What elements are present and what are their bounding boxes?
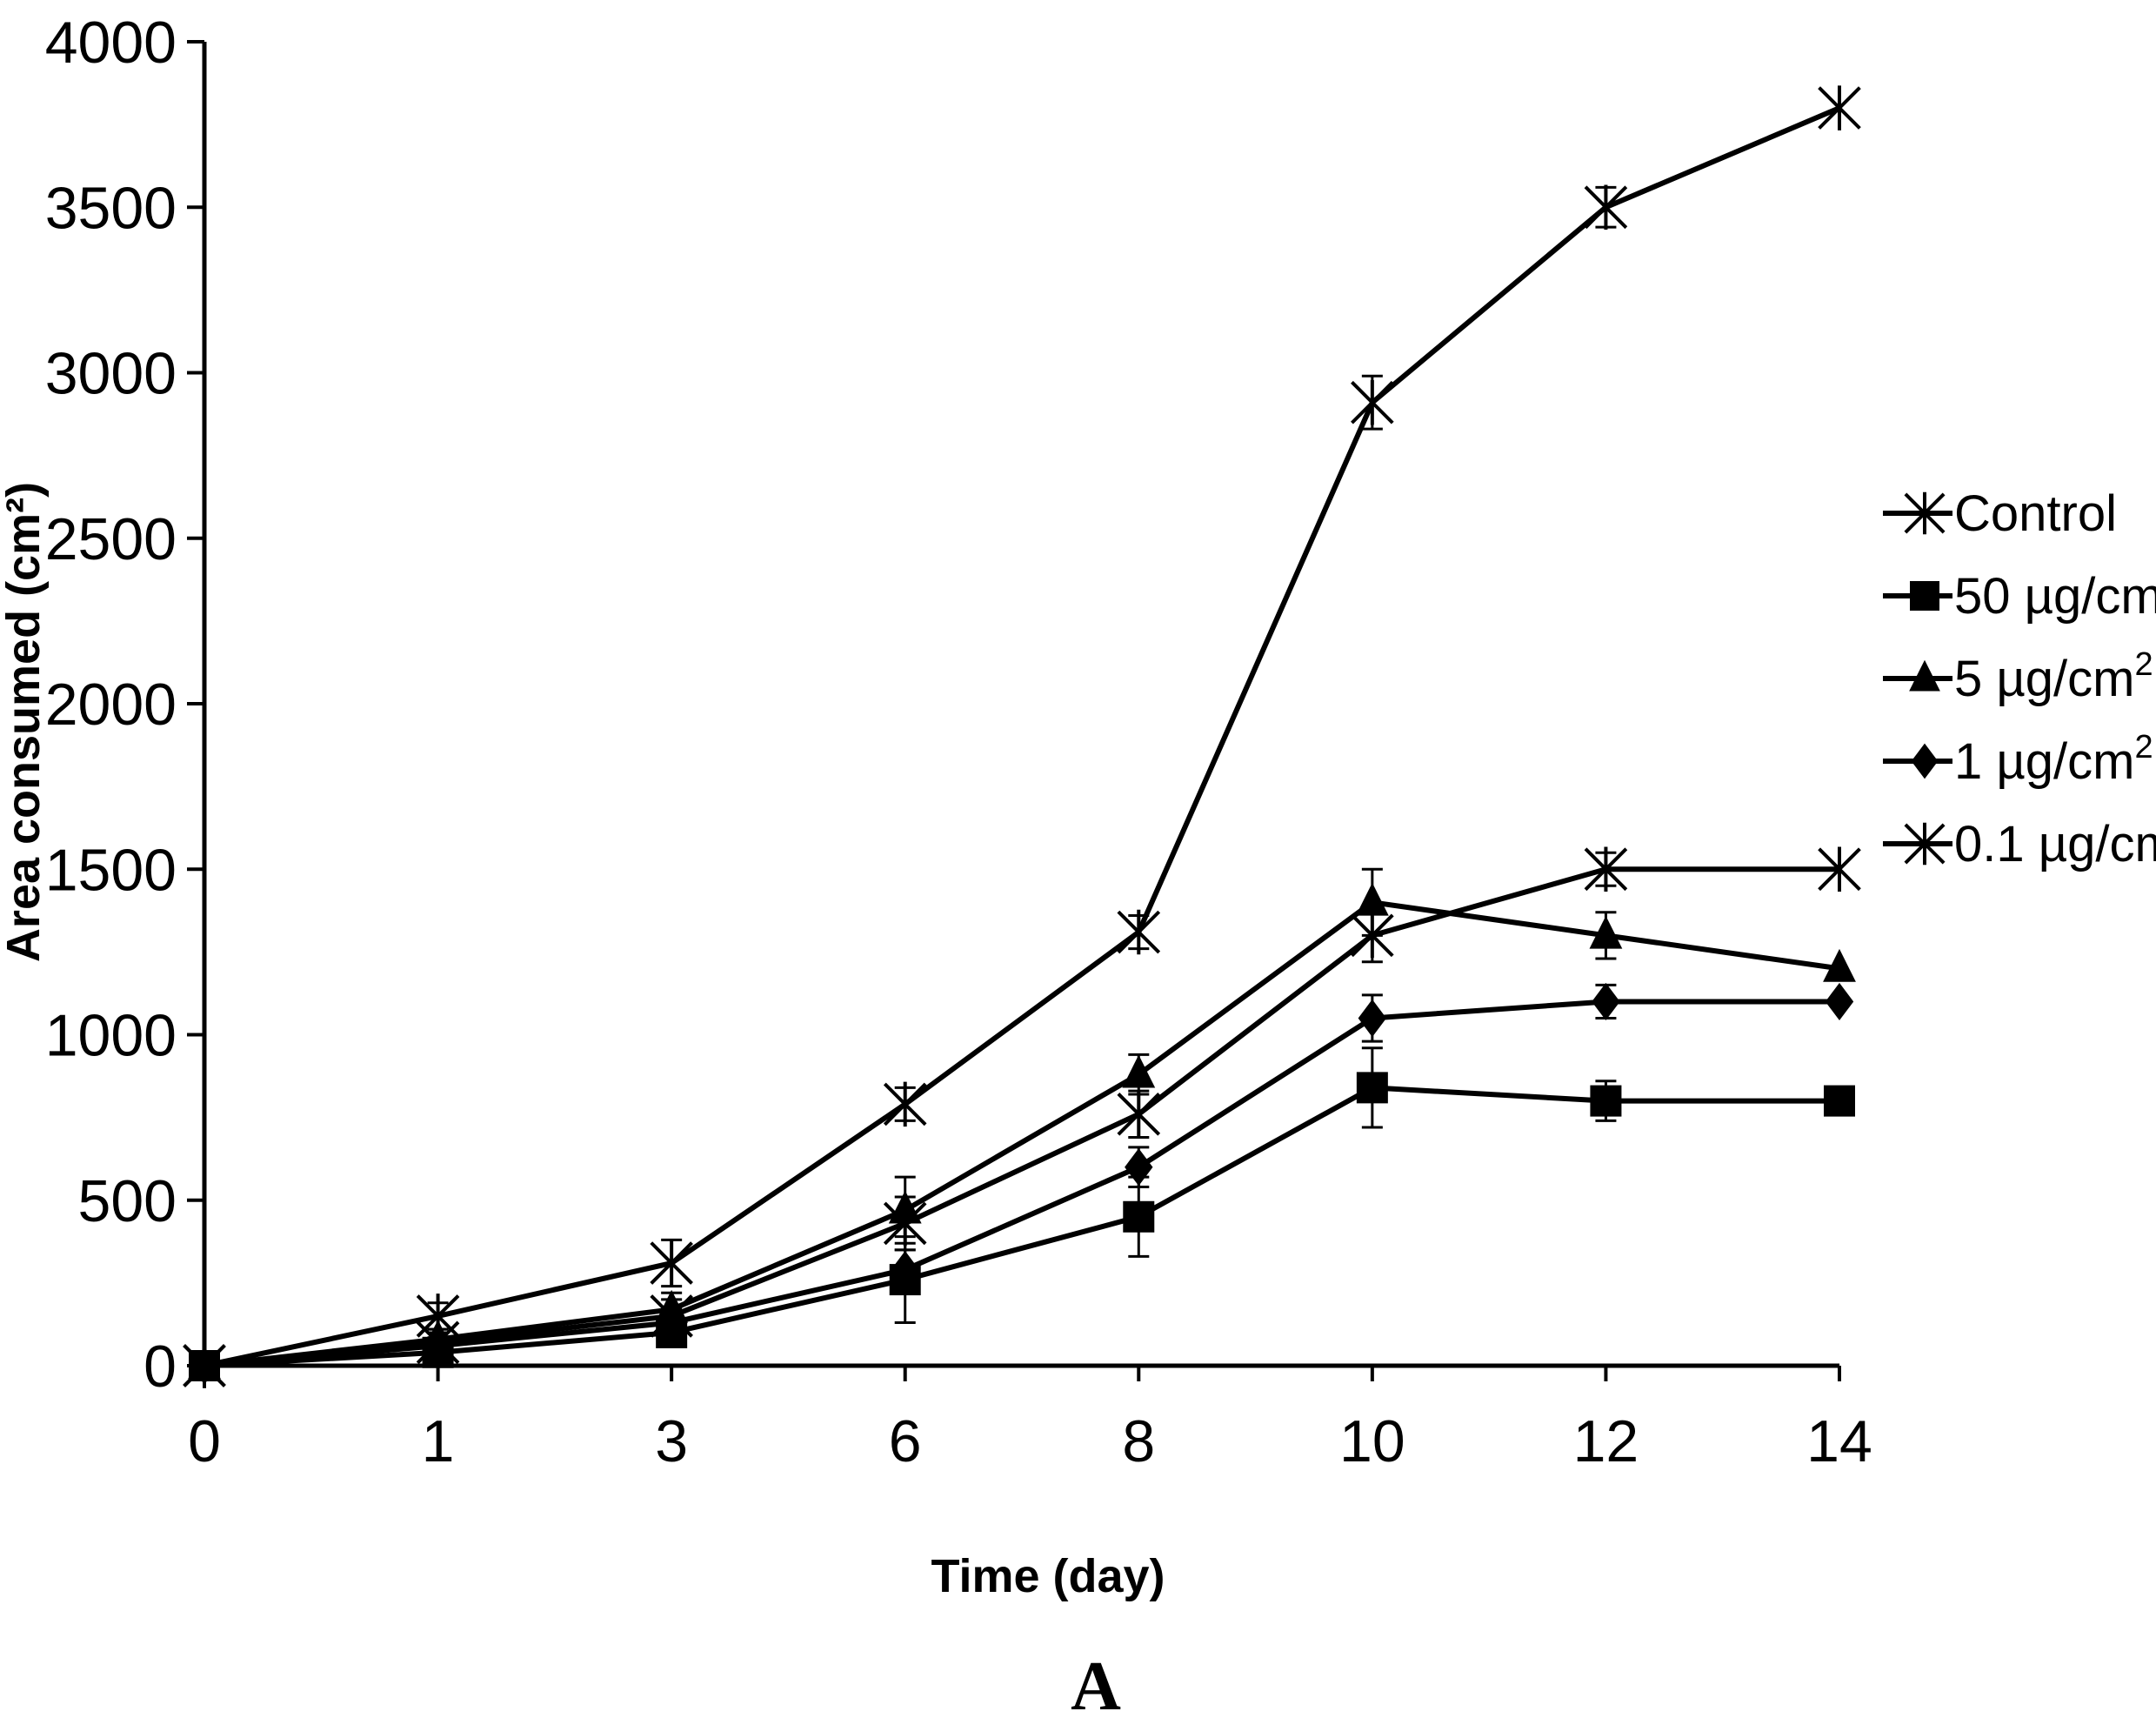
data-point-marker <box>650 1240 693 1286</box>
data-point-marker <box>1911 743 1939 779</box>
data-point-marker <box>1825 982 1854 1021</box>
data-point-marker <box>883 1200 927 1247</box>
series-line <box>204 1085 1839 1368</box>
data-point-marker <box>1358 999 1387 1038</box>
data-point-marker <box>1909 659 1940 692</box>
x-axis-ticks: 0 1 3 6 8 10 12 14 <box>188 1366 1872 1474</box>
series-line <box>204 899 1840 1368</box>
y-tick-label: 3000 <box>45 341 177 407</box>
x-tick-label: 14 <box>1806 1408 1872 1474</box>
data-point-marker <box>1592 982 1620 1021</box>
legend-item: 5 µg/cm2 <box>1883 646 2153 707</box>
data-point-marker <box>1355 882 1389 916</box>
data-point-marker <box>1904 822 1946 866</box>
legend-item: 1 µg/cm2 <box>1883 729 2153 790</box>
data-point-marker <box>1904 491 1946 535</box>
data-point-marker <box>1818 85 1861 130</box>
y-tick-label: 2500 <box>45 506 177 572</box>
data-point-marker <box>1125 1148 1153 1187</box>
y-tick-label: 1000 <box>45 1003 177 1069</box>
data-point-marker <box>1122 1054 1156 1088</box>
legend-label: 0.1 µg/cm2 <box>1954 812 2156 872</box>
y-tick-label: 1500 <box>45 837 177 903</box>
legend-item: Control <box>1883 485 2117 542</box>
data-point-marker <box>1584 184 1628 230</box>
panel-label: A <box>1071 1648 1121 1718</box>
y-tick-label: 2000 <box>45 672 177 738</box>
x-tick-label: 6 <box>889 1408 922 1474</box>
series-4 <box>183 846 1861 1388</box>
series-layer <box>183 85 1861 1388</box>
data-point-marker <box>1356 1072 1388 1104</box>
x-tick-label: 1 <box>422 1408 455 1474</box>
chart-legend: Control 50 µg/cm2 5 µg/cm2 1 µg/cm2 0.1 µg/c… <box>1883 485 2156 872</box>
legend-superscript: 2 <box>2134 729 2153 765</box>
y-axis-ticks: 0 500 1000 1500 2000 2500 3000 3500 4000 <box>45 10 204 1400</box>
x-tick-label: 12 <box>1573 1408 1639 1474</box>
x-tick-label: 0 <box>188 1408 221 1474</box>
y-tick-label: 0 <box>144 1334 177 1400</box>
series-0 <box>183 85 1861 1388</box>
x-tick-label: 10 <box>1339 1408 1405 1474</box>
data-point-marker <box>1351 380 1394 425</box>
data-point-marker <box>1584 846 1628 892</box>
legend-label: Control <box>1954 485 2117 542</box>
data-point-marker <box>1351 912 1394 959</box>
data-point-marker <box>1824 1085 1855 1117</box>
data-point-marker <box>1818 846 1861 892</box>
y-tick-label: 4000 <box>45 10 177 76</box>
data-point-marker <box>1123 1200 1155 1233</box>
data-point-marker <box>1823 948 1856 982</box>
data-point-marker <box>883 1081 927 1127</box>
legend-item: 0.1 µg/cm2 <box>1883 812 2156 872</box>
data-point-marker <box>416 1320 460 1366</box>
y-tick-label: 3500 <box>45 175 177 241</box>
data-point-marker <box>891 1251 919 1289</box>
data-point-marker <box>183 1343 226 1388</box>
x-tick-label: 3 <box>655 1408 688 1474</box>
series-line <box>204 866 1839 1368</box>
legend-item: 50 µg/cm2 <box>1883 564 2156 625</box>
x-tick-label: 8 <box>1122 1408 1155 1474</box>
legend-label: 50 µg/cm2 <box>1954 564 2156 625</box>
data-point-marker <box>1590 1085 1622 1117</box>
y-axis-title: Area consumed (cm²) <box>0 482 50 962</box>
series-line <box>204 999 1839 1368</box>
x-axis-title: Time (day) <box>931 1550 1165 1602</box>
y-tick-label: 500 <box>78 1168 177 1234</box>
data-point-marker <box>1117 909 1161 955</box>
legend-superscript: 2 <box>2134 646 2153 683</box>
legend-label: 5 µg/cm2 <box>1954 646 2153 707</box>
legend-label: 1 µg/cm2 <box>1954 729 2153 790</box>
data-point-marker <box>1117 1092 1161 1137</box>
data-point-marker <box>1589 915 1623 949</box>
data-point-marker <box>1910 581 1939 611</box>
data-point-marker <box>650 1294 693 1339</box>
series-line <box>204 105 1841 1368</box>
